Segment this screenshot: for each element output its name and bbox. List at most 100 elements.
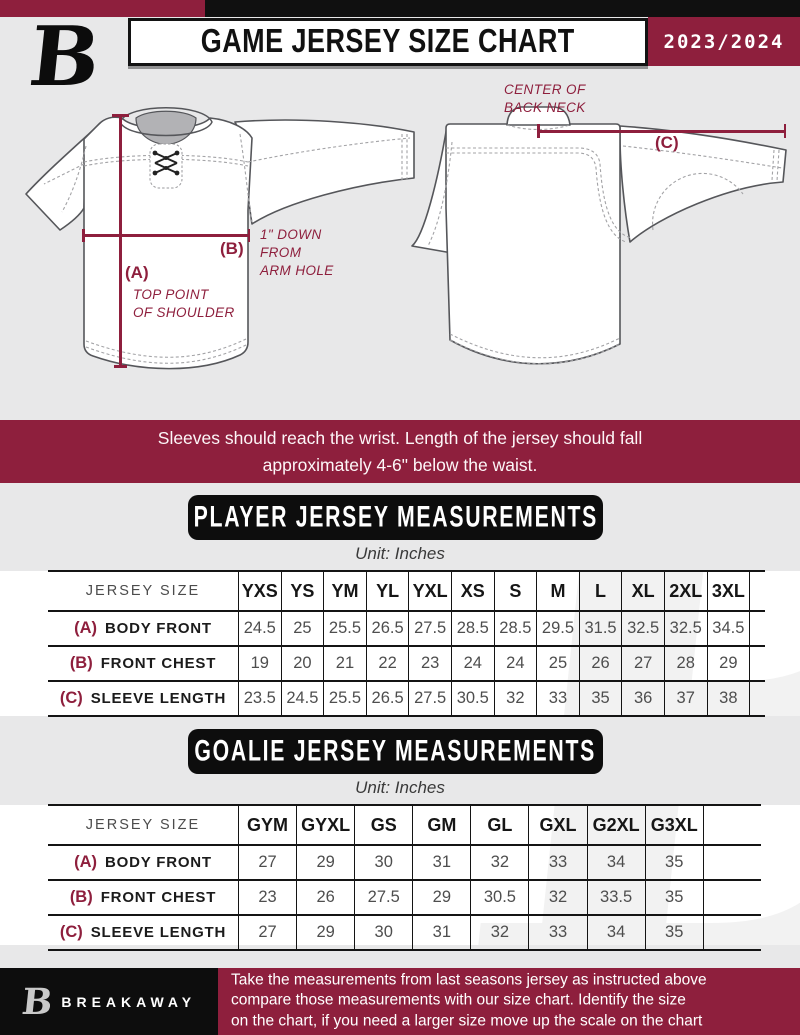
row-label-text: SLEEVE LENGTH: [90, 924, 227, 941]
fit-notice-banner: Sleeves should reach the wrist. Length o…: [0, 420, 800, 483]
measurement-value: 27: [237, 915, 297, 951]
size-column-header: G3XL: [644, 804, 704, 846]
bottom-band: [0, 945, 800, 968]
measurement-value: 29: [412, 880, 471, 916]
measurement-value: 27: [237, 845, 297, 881]
label-a-line: TOP POINT: [133, 287, 209, 302]
measurement-value: 25.5: [323, 611, 367, 647]
measurement-value: 25: [536, 646, 580, 682]
measurement-value: 24.5: [238, 611, 282, 647]
measure-line-a: [119, 115, 122, 367]
measure-line-c-cap-right: [783, 124, 786, 138]
size-column-header: YXS: [238, 570, 282, 612]
row-label: (A) BODY FRONT: [48, 845, 239, 881]
top-bar-black: [205, 0, 800, 17]
measurement-value: 26.5: [365, 611, 409, 647]
measurement-row: (C) SLEEVE LENGTH 23.5 24.5 25.5 26.5 27.5 30.5…: [48, 681, 766, 717]
size-column-header: GM: [412, 804, 471, 846]
measurement-value: 29: [296, 915, 355, 951]
measurement-value: 21: [323, 646, 367, 682]
goalie-table-header-row: JERSEY SIZE GYM GYXL GS GM GL GXL G2XL G3XL: [48, 804, 761, 846]
top-bar-maroon: [0, 0, 205, 17]
row-label: (A) BODY FRONT: [48, 611, 239, 647]
measurement-value: 19: [238, 646, 282, 682]
label-a-text: TOP POINT OF SHOULDER: [133, 286, 235, 322]
measurement-value: 35: [644, 880, 704, 916]
measurement-value: 33: [528, 845, 588, 881]
size-column-header: YS: [280, 570, 324, 612]
size-column-header: GYM: [237, 804, 297, 846]
measurement-value: 30.5: [470, 880, 529, 916]
row-key: (A): [74, 853, 97, 871]
size-column-header: S: [493, 570, 537, 612]
measurement-row: (A) BODY FRONT 27 29 30 31 32 33 34 35: [48, 845, 761, 881]
footer-instructions: Take the measurements from last seasons …: [231, 970, 707, 1033]
page-title: GAME JERSEY SIZE CHART: [201, 22, 575, 60]
measurement-value: 35: [644, 845, 704, 881]
row-label: (B) FRONT CHEST: [48, 880, 239, 916]
size-column-header: GL: [470, 804, 529, 846]
row-label: (C) SLEEVE LENGTH: [48, 681, 239, 717]
measurement-value: 33.5: [586, 880, 646, 916]
measurement-value: 23.5: [238, 681, 282, 717]
footer: B BREAKAWAY Take the measurements from l…: [0, 968, 800, 1035]
row-key: (B): [69, 888, 93, 906]
size-column-header: YXL: [408, 570, 452, 612]
measurement-row: (B) FRONT CHEST 23 26 27.5 29 30.5 32 33.5 35: [48, 880, 761, 916]
size-column-header: YM: [323, 570, 367, 612]
row-label: (C) SLEEVE LENGTH: [48, 915, 239, 951]
fit-notice-line: approximately 4-6" below the waist.: [262, 454, 538, 475]
footer-instruction-line: compare those measurements with our size…: [231, 992, 686, 1010]
measurement-value: 28.5: [450, 611, 495, 647]
empty-cell: [702, 880, 761, 916]
row-key: (B): [69, 654, 93, 672]
footer-instruction-line: Take the measurements from last seasons …: [231, 971, 707, 989]
size-column-header: XL: [621, 570, 665, 612]
measurement-value: 32.5: [663, 611, 708, 647]
label-a-key: (A): [125, 263, 149, 282]
measurement-value: 20: [280, 646, 324, 682]
empty-cell: [749, 646, 766, 682]
measurement-value: 30: [354, 915, 413, 951]
footer-brand-block: B BREAKAWAY: [0, 968, 218, 1035]
size-column-header: YL: [365, 570, 409, 612]
row-key: (A): [74, 619, 97, 637]
measure-line-c-cap-left: [537, 124, 540, 138]
measurement-value: 32: [493, 681, 537, 717]
player-section-title: PLAYER JERSEY MEASUREMENTS: [193, 500, 598, 534]
size-column-header: 2XL: [663, 570, 708, 612]
measurement-value: 24: [450, 646, 495, 682]
measurement-value: 34: [586, 915, 646, 951]
measurement-row: (A) BODY FRONT 24.5 25 25.5 26.5 27.5 28.5 28.5 2…: [48, 611, 766, 647]
row-label-text: SLEEVE LENGTH: [90, 690, 227, 707]
measurement-value: 29.5: [536, 611, 580, 647]
measurement-value: 26: [296, 880, 355, 916]
measurement-value: 26: [578, 646, 622, 682]
measurement-value: 38: [706, 681, 750, 717]
row-label: (B) FRONT CHEST: [48, 646, 239, 682]
empty-cell: [702, 915, 761, 951]
measurement-value: 33: [528, 915, 588, 951]
measure-line-b: [82, 234, 250, 237]
size-column-header: G2XL: [586, 804, 646, 846]
measurement-value: 34: [586, 845, 646, 881]
footer-instruction-line: on the chart, if you need a larger size …: [231, 1012, 703, 1030]
season-badge: 2023/2024: [648, 17, 800, 66]
size-column-header: L: [578, 570, 622, 612]
row-label-text: BODY FRONT: [105, 620, 212, 637]
label-b-key: (B): [220, 239, 244, 258]
measurement-value: 29: [296, 845, 355, 881]
fit-notice-line: Sleeves should reach the wrist. Length o…: [157, 428, 643, 449]
measurement-value: 32.5: [621, 611, 665, 647]
measurement-value: 36: [621, 681, 665, 717]
size-column-header: XS: [450, 570, 495, 612]
measure-line-b-cap-left: [82, 229, 85, 242]
measurement-row: (C) SLEEVE LENGTH 27 29 30 31 32 33 34 35: [48, 915, 761, 951]
measurement-value: 30.5: [450, 681, 495, 717]
label-b-line: 1" DOWN: [260, 227, 322, 242]
measurement-value: 28.5: [493, 611, 537, 647]
measurement-value: 32: [470, 915, 529, 951]
goalie-size-table: JERSEY SIZE GYM GYXL GS GM GL GXL G2XL G3XL (A)…: [48, 804, 761, 951]
measurement-value: 35: [578, 681, 622, 717]
label-b-text: 1" DOWN FROM ARM HOLE: [260, 226, 334, 279]
